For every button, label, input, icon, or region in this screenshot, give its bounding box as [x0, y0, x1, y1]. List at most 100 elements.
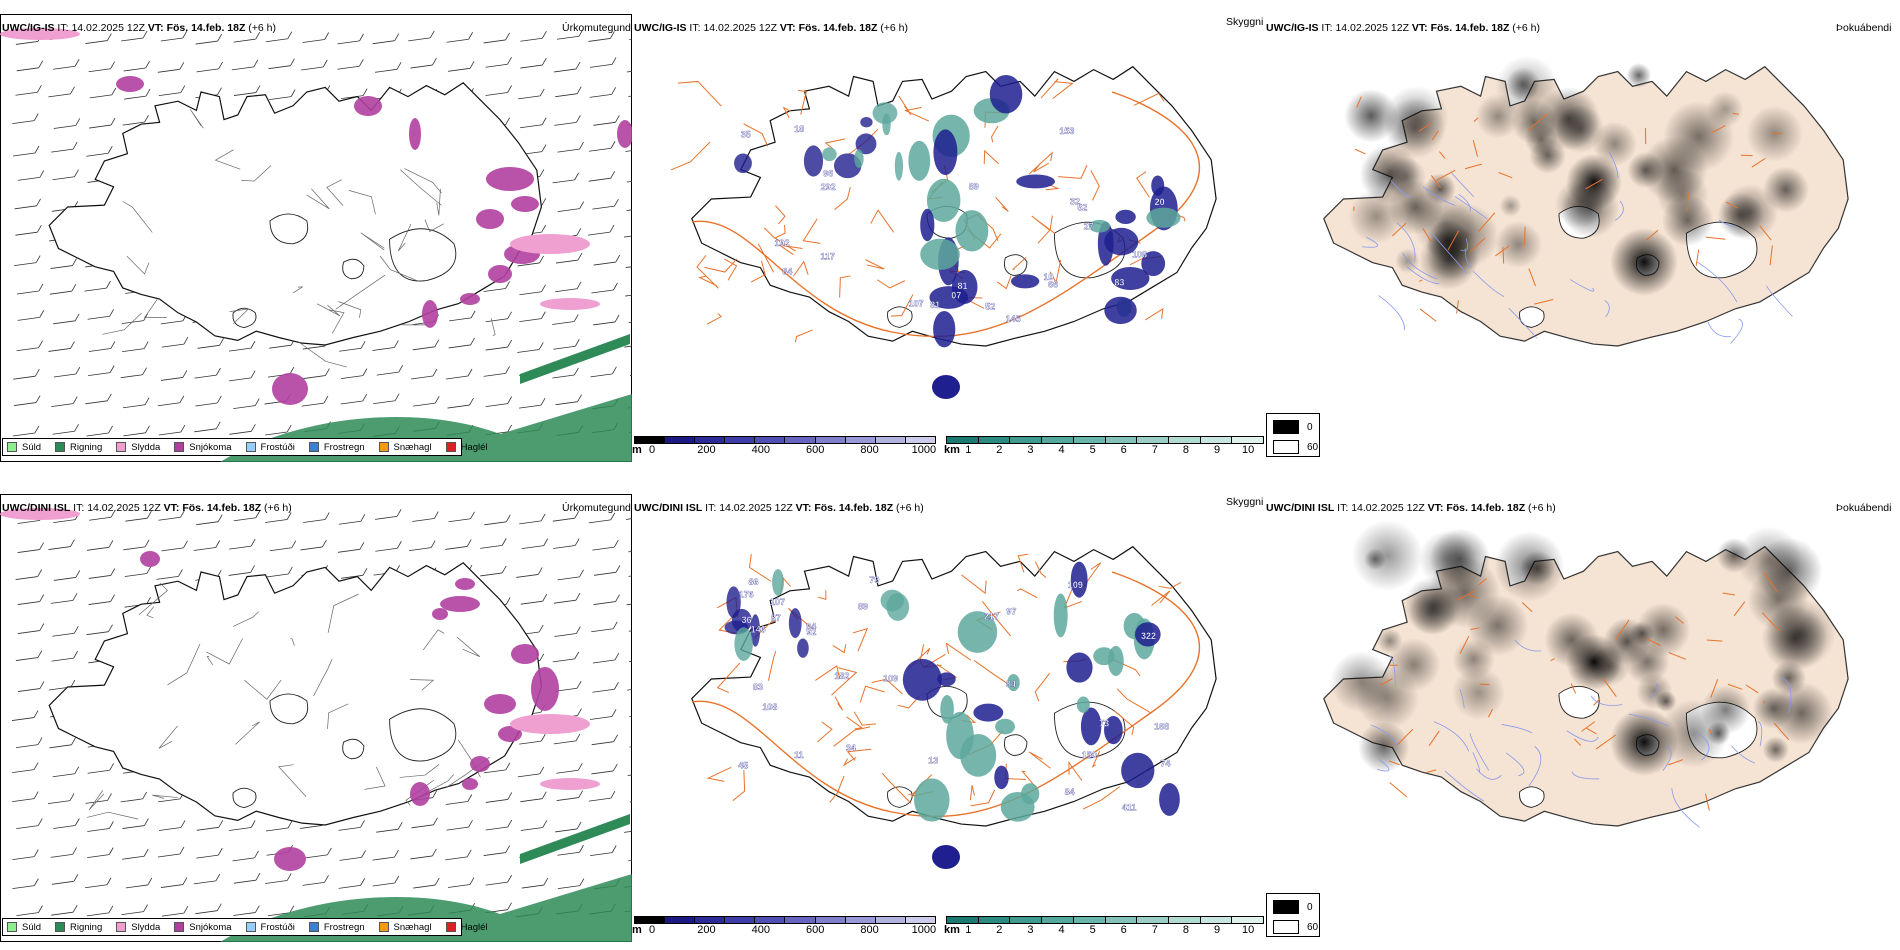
colorbar-cell — [875, 917, 906, 923]
cloud-base-label: 109 — [1068, 580, 1083, 590]
cloud-base-label: 146 — [751, 624, 766, 634]
fog-shading — [1330, 519, 1836, 776]
colorbar-cell — [1073, 437, 1106, 443]
visibility-colorbar-top: 1 2 3 4 5 6 7 8 9 10 km — [944, 436, 1264, 456]
fog-legend-label: 60 — [1307, 441, 1319, 453]
precip-legend-item: Slydda — [116, 442, 160, 453]
cloud-title-bottom: UWC/DINI ISL IT: 14.02.2025 12Z VT: Fös.… — [634, 502, 924, 514]
colorbar-tick-label: 800 — [860, 444, 879, 456]
fog-param-bottom: Þokuábendi — [1836, 502, 1892, 514]
legend-label: Rigning — [70, 921, 103, 933]
cloud-base-label: 92 — [806, 627, 816, 637]
legend-label: Frostregn — [323, 921, 365, 933]
colorbar-tick-label: 4 — [1058, 444, 1065, 456]
colorbar-ticks: 1 2 3 4 5 6 7 8 9 10 — [946, 924, 1264, 936]
colorbar-cell — [978, 917, 1011, 923]
colorbar-cells — [634, 436, 936, 444]
legend-label: Slydda — [131, 441, 161, 453]
precip-type-legend-top: Súld Rigning Slydda Snjókoma Frostúði Frostre… — [2, 438, 488, 456]
legend-label: Frostregn — [323, 441, 365, 453]
cloud-base-label: 168 — [1154, 722, 1169, 732]
legend-swatch — [308, 922, 319, 932]
colorbar-tick-label: 400 — [751, 444, 770, 456]
colorbar-tick-label: 1000 — [911, 924, 937, 936]
road-network — [670, 78, 1201, 343]
cloud-base-label: 108 — [762, 702, 777, 712]
colorbar-cell — [905, 917, 935, 923]
colorbar-tick-label: 10 — [1241, 924, 1255, 936]
colorbar-cell — [725, 917, 756, 923]
legend-swatch — [445, 922, 456, 932]
colorbar-cell — [1042, 437, 1074, 443]
cloud-base-label: 32 — [1070, 196, 1080, 206]
cloud-base-label: 107 — [770, 597, 785, 607]
colorbar-unit: m — [632, 444, 642, 456]
cloud-base-label: 74 — [1160, 759, 1170, 769]
legend-label: Súld — [22, 921, 42, 933]
cloud-base-label: 66 — [1048, 280, 1058, 290]
fog-legend-label: 0 — [1307, 901, 1313, 913]
legend-swatch — [7, 922, 17, 932]
colorbar-cells — [946, 916, 1264, 924]
colorbar-cell — [1137, 437, 1169, 443]
colorbar-cell — [1010, 917, 1043, 923]
precip-legend-item: Rigning — [55, 442, 102, 453]
legend-swatch — [245, 442, 256, 452]
colorbar-tick-label: 6 — [1120, 924, 1127, 936]
colorbar-cell — [978, 437, 1011, 443]
fog-panel-bottom — [1264, 512, 1900, 942]
cloud-base-label: 73 — [1099, 719, 1109, 729]
cloud-base-label: 34 — [846, 743, 856, 753]
cloud-base-label: 36 — [742, 615, 752, 625]
fog-rivers — [1370, 639, 1792, 828]
visibility-colorbar-bottom: 1 2 3 4 5 6 7 8 9 10 km — [944, 916, 1264, 936]
legend-swatch — [445, 442, 456, 452]
precip-legend-item: Rigning — [55, 922, 102, 933]
colorbar-cell — [947, 917, 979, 923]
colorbar-ticks: 0 200 400 600 800 1000 — [634, 924, 936, 936]
cloud-base-label: 18 — [794, 124, 804, 134]
fog-panel-top — [1264, 32, 1900, 462]
colorbar-cell — [845, 437, 876, 443]
cloud-base-label: 217 — [984, 611, 999, 621]
colorbar-cell — [1042, 917, 1074, 923]
cloud-title-top: UWC/IG-IS IT: 14.02.2025 12Z VT: Fös. 14… — [634, 22, 909, 34]
cloud-base-label: 176 — [739, 590, 754, 600]
cloud-base-label: 84 — [1065, 787, 1075, 797]
cloud-base-label: 150 — [1082, 750, 1097, 760]
cloud-base-label: 86 — [748, 577, 758, 587]
legend-label: Rigning — [70, 441, 103, 453]
cloud-base-label: 83 — [753, 682, 763, 692]
colorbar-cell — [815, 437, 846, 443]
colorbar-cell — [1232, 917, 1264, 923]
cloud-base-label: 108 — [1132, 250, 1147, 260]
colorbar-tick-label: 5 — [1089, 444, 1096, 456]
cloud-base-label: 292 — [821, 182, 836, 192]
colorbar-tick-label: 0 — [649, 444, 656, 456]
precip-param-bottom: Úrkomutegund — [562, 502, 631, 514]
fog-rivers — [1361, 152, 1793, 344]
legend-swatch — [308, 442, 319, 452]
colorbar-tick-label: 200 — [697, 444, 716, 456]
colorbar-tick-label: 5 — [1089, 924, 1096, 936]
cloud-base-label: 35 — [741, 130, 751, 140]
legend-swatch — [378, 922, 389, 932]
colorbar-tick-label: 7 — [1151, 444, 1158, 456]
colorbar-tick-label: 6 — [1120, 444, 1127, 456]
fog-legend-top: 0 60 — [1266, 413, 1320, 457]
colorbar-tick-label: 3 — [1027, 444, 1034, 456]
legend-swatch — [174, 922, 185, 932]
colorbar-tick-label: 10 — [1241, 444, 1255, 456]
fog-param-top: Þokuábendi — [1836, 22, 1892, 34]
legend-swatch — [116, 922, 127, 932]
fog-legend-item: 60 — [1273, 920, 1318, 934]
colorbar-cell — [1105, 917, 1138, 923]
legend-label: Haglél — [460, 921, 488, 933]
legend-swatch — [245, 922, 256, 932]
colorbar-tick-label: 8 — [1182, 444, 1189, 456]
legend-label: Haglél — [460, 441, 488, 453]
colorbar-unit: km — [944, 924, 960, 936]
fog-legend-item: 0 — [1273, 420, 1313, 434]
cloud-visibility-map-bottom: 107 83 84 45 97 86 34 74 79 94 13 150 108 109 73 89 176 8… — [691, 545, 1217, 869]
cloud-base-label: 45 — [738, 761, 748, 771]
